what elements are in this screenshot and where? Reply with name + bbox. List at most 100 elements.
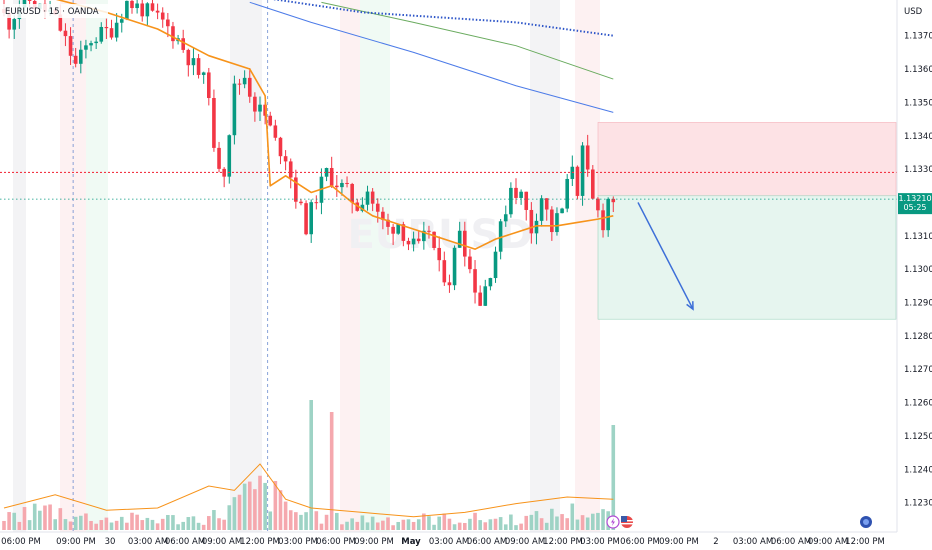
time-tick-label: 03:00 AM: [429, 537, 469, 547]
session-band: [13, 0, 26, 532]
replay-icon[interactable]: [860, 516, 872, 528]
time-tick-label: 06:00 PM: [316, 537, 356, 547]
volume-bar: [396, 521, 401, 530]
candle: [84, 45, 88, 50]
volume-bar: [48, 504, 52, 530]
volume-bar: [411, 521, 416, 530]
volume-bar: [365, 522, 370, 530]
volume-bar: [544, 522, 549, 530]
candle: [427, 230, 431, 232]
volume-bar: [104, 517, 109, 530]
candle: [12, 19, 17, 30]
candle: [447, 282, 452, 286]
candle: [186, 49, 191, 66]
candle: [416, 238, 421, 242]
session-band: [575, 0, 600, 532]
candle: [529, 209, 534, 234]
volume-bar: [601, 509, 605, 530]
volume-bar: [268, 511, 273, 530]
candle: [473, 269, 477, 293]
currency-label: USD: [904, 7, 923, 17]
ema-mid-line: [249, 1, 614, 113]
candle: [140, 3, 145, 17]
volume-bar: [524, 515, 529, 530]
volume-bar: [227, 505, 232, 530]
volume-bar: [314, 511, 319, 530]
candle: [63, 30, 68, 37]
session-band: [86, 0, 108, 532]
volume-bar: [350, 518, 354, 530]
candles[interactable]: [2, 0, 616, 307]
candle: [273, 125, 278, 138]
volume-bar: [217, 518, 221, 530]
candle: [288, 161, 293, 178]
volume-bar: [247, 481, 252, 530]
volume-bar: [32, 503, 37, 530]
volume-bar: [319, 523, 324, 530]
candle: [509, 187, 513, 215]
volume-bars: [2, 400, 616, 530]
ema-fast-line: [55, 0, 614, 250]
price-tick-label: 1.12700: [904, 365, 932, 375]
time-tick-label: 03:00 PM: [580, 537, 620, 547]
projection-arrow[interactable]: [637, 202, 694, 311]
volume-bar: [447, 518, 452, 530]
volume-bar: [309, 400, 313, 530]
candle: [544, 198, 549, 210]
volume-bar: [575, 519, 580, 530]
candle: [181, 38, 185, 50]
volume-bar: [288, 510, 293, 530]
candle: [73, 55, 78, 64]
candle: [560, 208, 564, 214]
volume-bar: [263, 482, 267, 530]
volume-bar: [381, 520, 385, 530]
candle: [171, 26, 175, 42]
candle: [345, 182, 349, 184]
candle: [601, 210, 605, 231]
volume-bar: [452, 524, 457, 530]
chart-title: EURUSD · 15 · OANDA: [5, 7, 99, 17]
lightning-icon[interactable]: [606, 515, 620, 529]
volume-bar: [401, 519, 406, 530]
candle: [294, 177, 298, 202]
candle: [160, 12, 165, 20]
candle: [591, 169, 595, 199]
candle: [253, 96, 257, 112]
volume-bar: [457, 522, 462, 530]
price-tick-label: 1.12500: [904, 432, 932, 442]
volume-bar: [391, 525, 395, 530]
time-axis-panel[interactable]: [0, 532, 897, 550]
volume-bar: [529, 514, 534, 530]
time-tick-label: 03:00 AM: [733, 537, 773, 547]
time-tick-label: 03:00 AM: [128, 537, 168, 547]
candle: [580, 145, 585, 196]
price-axis-panel[interactable]: [897, 0, 932, 550]
volume-bar: [12, 512, 17, 530]
us-flag-icon[interactable]: [621, 516, 633, 528]
volume-bar: [201, 524, 206, 530]
volume-bar: [432, 524, 436, 530]
candle: [406, 240, 411, 245]
volume-bar: [181, 521, 185, 530]
volume-bar: [130, 512, 134, 530]
candle: [125, 0, 129, 20]
candle: [114, 22, 119, 38]
volume-bar: [580, 515, 585, 530]
volume-bar: [125, 522, 129, 530]
volume-bar: [478, 520, 482, 530]
time-tick-label: 09:00 PM: [659, 537, 699, 547]
volume-bar: [473, 512, 477, 530]
volume-bar: [519, 523, 523, 530]
volume-bar: [73, 516, 78, 530]
candle: [68, 36, 73, 56]
time-tick-label: 12:00 PM: [543, 537, 583, 547]
candle: [432, 231, 436, 248]
price-tick-label: 1.13600: [904, 65, 932, 75]
price-tick-label: 1.13700: [904, 32, 932, 42]
volume-bar: [17, 521, 22, 530]
volume-bar: [509, 514, 513, 530]
candle: [575, 166, 580, 196]
volume-bar: [370, 516, 375, 530]
